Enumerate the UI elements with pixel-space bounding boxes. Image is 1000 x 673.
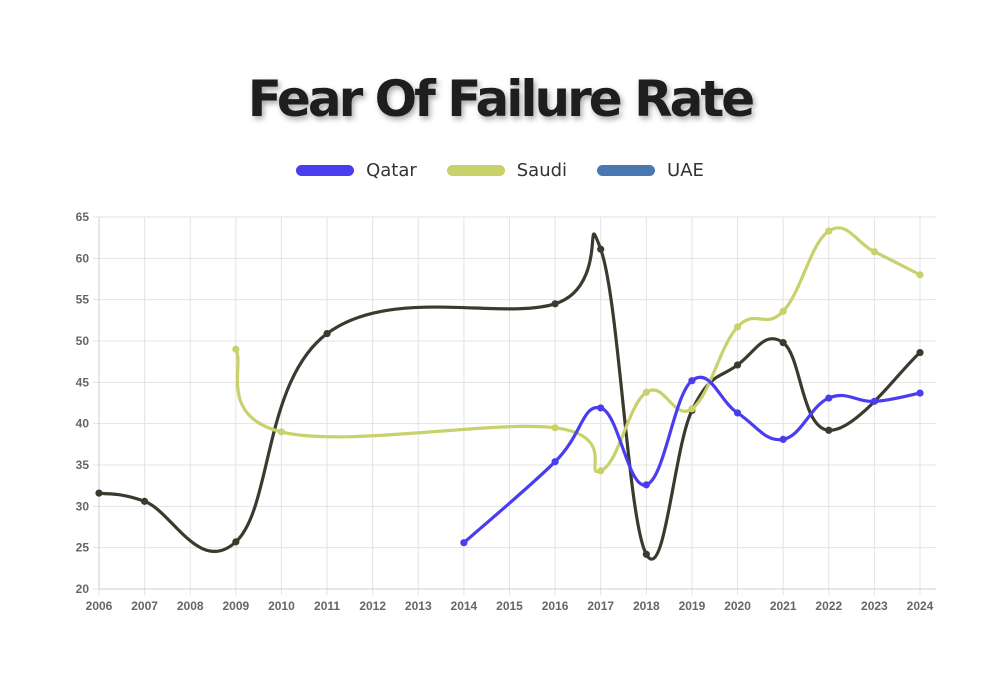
data-point-saudi xyxy=(232,345,240,353)
x-tick-label: 2022 xyxy=(815,599,842,613)
data-point-uae xyxy=(733,361,742,369)
y-tick-label: 40 xyxy=(76,417,90,431)
y-tick-label: 35 xyxy=(76,458,90,472)
y-tick-label: 55 xyxy=(76,293,90,307)
data-point-saudi xyxy=(733,323,742,331)
data-point-uae xyxy=(597,245,605,253)
x-tick-label: 2009 xyxy=(222,599,249,613)
data-point-uae xyxy=(825,426,833,434)
data-point-saudi xyxy=(277,428,286,436)
data-point-saudi xyxy=(779,307,787,315)
data-point-saudi xyxy=(825,227,833,235)
data-point-uae xyxy=(141,497,149,505)
data-point-uae xyxy=(642,550,650,558)
x-tick-label: 2018 xyxy=(633,599,660,613)
x-tick-label: 2015 xyxy=(496,599,523,613)
x-tick-label: 2014 xyxy=(451,599,478,613)
legend-label-uae: UAE xyxy=(667,160,704,181)
data-point-qatar xyxy=(733,409,742,417)
data-point-uae xyxy=(323,329,331,338)
data-point-qatar xyxy=(916,389,924,397)
y-tick-label: 65 xyxy=(76,210,90,224)
y-tick-label: 25 xyxy=(76,541,90,555)
x-tick-label: 2024 xyxy=(907,599,934,613)
legend-swatch-saudi xyxy=(446,165,505,176)
x-tick-label: 2007 xyxy=(131,599,158,613)
legend-swatch-qatar xyxy=(296,165,355,176)
legend-item-saudi[interactable]: Saudi xyxy=(446,160,568,181)
y-tick-label: 50 xyxy=(76,334,90,348)
x-tick-label: 2016 xyxy=(542,599,569,613)
x-tick-label: 2008 xyxy=(177,599,204,613)
data-point-saudi xyxy=(597,467,605,475)
y-tick-label: 20 xyxy=(76,582,90,596)
legend-item-qatar[interactable]: Qatar xyxy=(296,160,417,181)
series-line-saudi xyxy=(234,226,922,474)
data-point-qatar xyxy=(870,397,878,405)
x-tick-label: 2017 xyxy=(587,599,614,613)
x-tick-label: 2010 xyxy=(268,599,295,613)
legend-swatch-uae xyxy=(597,165,656,176)
data-point-qatar xyxy=(825,394,833,402)
data-point-saudi xyxy=(642,388,650,396)
x-tick-label: 2006 xyxy=(86,599,113,613)
y-tick-label: 30 xyxy=(76,499,90,513)
legend-label-saudi: Saudi xyxy=(516,160,568,181)
x-tick-label: 2021 xyxy=(770,599,797,613)
chart-legend: Qatar Saudi UAE xyxy=(0,160,1000,181)
data-point-qatar xyxy=(460,539,468,547)
x-tick-label: 2023 xyxy=(861,599,888,613)
x-tick-label: 2020 xyxy=(724,599,751,613)
data-point-qatar xyxy=(551,458,559,466)
data-point-saudi xyxy=(870,248,878,256)
chart-title: Fear Of Failure Rate xyxy=(247,70,755,128)
data-point-uae xyxy=(95,489,103,497)
data-point-qatar xyxy=(642,481,650,489)
data-point-qatar xyxy=(688,377,696,385)
legend-item-uae[interactable]: UAE xyxy=(597,160,704,181)
data-point-uae xyxy=(232,538,240,546)
legend-label-qatar: Qatar xyxy=(366,160,417,181)
x-tick-label: 2013 xyxy=(405,599,432,613)
x-tick-label: 2011 xyxy=(314,599,340,613)
y-tick-label: 60 xyxy=(76,251,90,265)
x-tick-label: 2012 xyxy=(359,599,386,613)
data-point-uae xyxy=(916,348,924,357)
data-point-uae xyxy=(779,339,787,347)
data-point-saudi xyxy=(551,424,559,432)
x-tick-label: 2019 xyxy=(679,599,706,613)
data-point-saudi xyxy=(688,405,696,413)
y-tick-label: 45 xyxy=(76,375,90,389)
data-point-uae xyxy=(551,300,559,308)
data-point-saudi xyxy=(916,271,924,279)
data-point-qatar xyxy=(597,404,605,412)
data-point-qatar xyxy=(779,435,787,443)
